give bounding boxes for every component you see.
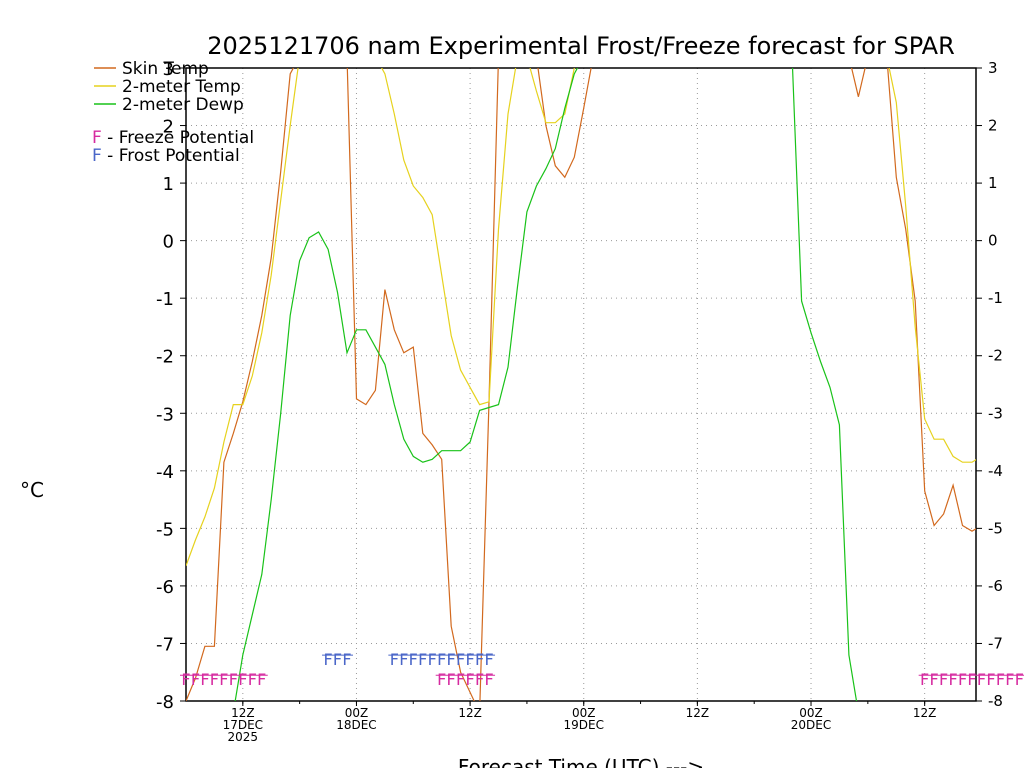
frost-marker: F — [456, 650, 465, 669]
freeze-marker: F — [257, 670, 266, 689]
x-tick-label: 12Z — [913, 706, 937, 720]
y-tick-label-left: -1 — [156, 289, 174, 310]
freeze-marker: F — [948, 670, 957, 689]
y-tick-label-right: 3 — [988, 59, 998, 77]
legend-potential-text: - Freeze Potential — [102, 128, 254, 148]
y-tick-label-right: -8 — [988, 692, 1003, 710]
frost-marker: F — [428, 650, 437, 669]
y-tick-label-right: -4 — [988, 462, 1003, 480]
legend-potential-text: - Frost Potential — [102, 146, 240, 166]
x-tick-label: 20DEC — [791, 718, 831, 732]
freeze-marker: F — [986, 670, 995, 689]
y-tick-label-left: -7 — [156, 634, 174, 655]
legend-potential-label: F - Freeze Potential — [92, 128, 254, 148]
x-tick-label: 17DEC — [223, 718, 263, 732]
y-tick-label-right: 1 — [988, 174, 998, 192]
freeze-marker: F — [967, 670, 976, 689]
freeze-marker: F — [465, 670, 474, 689]
freeze-marker: F — [219, 670, 228, 689]
freeze-marker: F — [181, 670, 190, 689]
freeze-marker: F — [930, 670, 939, 689]
y-tick-label-left: -3 — [156, 404, 174, 425]
y-tick-label-right: -3 — [988, 404, 1003, 422]
legend-label: 2-meter Temp — [122, 77, 241, 97]
freeze-marker: F — [200, 670, 209, 689]
freeze-marker: F — [939, 670, 948, 689]
frost-marker: F — [409, 650, 418, 669]
y-tick-label-left: -8 — [156, 692, 174, 713]
y-tick-label-left: -5 — [156, 519, 174, 540]
freeze-marker: F — [447, 670, 456, 689]
freeze-marker: F — [1015, 670, 1024, 689]
frost-marker: F — [323, 650, 332, 669]
frost-marker: F — [342, 650, 351, 669]
x-tick-label: 18DEC — [336, 718, 376, 732]
freeze-marker: F — [920, 670, 929, 689]
freeze-marker: F — [210, 670, 219, 689]
chart-title: 2025121706 nam Experimental Frost/Freeze… — [207, 32, 955, 60]
frost-marker: F — [475, 650, 484, 669]
x-tick-label: 12Z — [458, 706, 482, 720]
y-tick-label-right: 2 — [988, 117, 998, 135]
x-tick-label: 19DEC — [563, 718, 603, 732]
freeze-marker: F — [1005, 670, 1014, 689]
frost-marker: F — [437, 650, 446, 669]
frost-marker: F — [447, 650, 456, 669]
legend-label: 2-meter Dewp — [122, 95, 244, 115]
plot-frame — [185, 67, 977, 702]
y-tick-label-left: -4 — [156, 462, 174, 483]
x-axis-label: Forecast Time (UTC) ---> — [458, 755, 704, 768]
y-tick-label-right: -2 — [988, 347, 1003, 365]
freeze-marker: F — [248, 670, 257, 689]
freeze-marker: F — [958, 670, 967, 689]
frost-marker: F — [465, 650, 474, 669]
freeze-marker: F — [977, 670, 986, 689]
y-tick-label-left: 0 — [163, 232, 174, 253]
y-tick-label-left: -6 — [156, 577, 174, 598]
frost-marker: F — [333, 650, 342, 669]
y-tick-label-right: 0 — [988, 232, 998, 250]
series-line-skin-temp — [186, 68, 976, 701]
freeze-marker: F — [191, 670, 200, 689]
series-line-2-meter-dewp — [234, 68, 858, 701]
legend-potential-symbol: F — [92, 128, 102, 148]
y-axis-label: °C — [20, 478, 44, 502]
freeze-marker: F — [484, 670, 493, 689]
freeze-marker: F — [996, 670, 1005, 689]
freeze-marker: F — [437, 670, 446, 689]
legend-potential-symbol: F — [92, 146, 102, 166]
frost-marker: F — [390, 650, 399, 669]
series-line-2-meter-temp — [186, 68, 976, 567]
legend-label: Skin Temp — [122, 59, 209, 79]
frost-marker: F — [418, 650, 427, 669]
y-tick-label-left: -2 — [156, 347, 174, 368]
freeze-marker: F — [238, 670, 247, 689]
x-tick-label: 00Z — [572, 706, 596, 720]
y-tick-label-right: -6 — [988, 577, 1003, 595]
freeze-marker: F — [456, 670, 465, 689]
legend-potential-label: F - Frost Potential — [92, 146, 240, 166]
y-tick-label-right: -5 — [988, 519, 1003, 537]
freeze-marker: F — [475, 670, 484, 689]
x-tick-label: 12Z — [231, 706, 255, 720]
x-tick-label: 12Z — [686, 706, 710, 720]
y-tick-label-left: 3 — [163, 59, 174, 80]
freeze-marker: F — [229, 670, 238, 689]
x-tick-label: 2025 — [228, 730, 259, 744]
y-tick-label-left: 2 — [163, 117, 174, 138]
x-tick-label: 00Z — [799, 706, 823, 720]
y-tick-label-right: -7 — [988, 634, 1003, 652]
y-tick-label-right: -1 — [988, 289, 1003, 307]
y-tick-label-left: 1 — [163, 174, 174, 195]
frost-marker: F — [484, 650, 493, 669]
x-tick-label: 00Z — [345, 706, 369, 720]
frost-marker: F — [399, 650, 408, 669]
